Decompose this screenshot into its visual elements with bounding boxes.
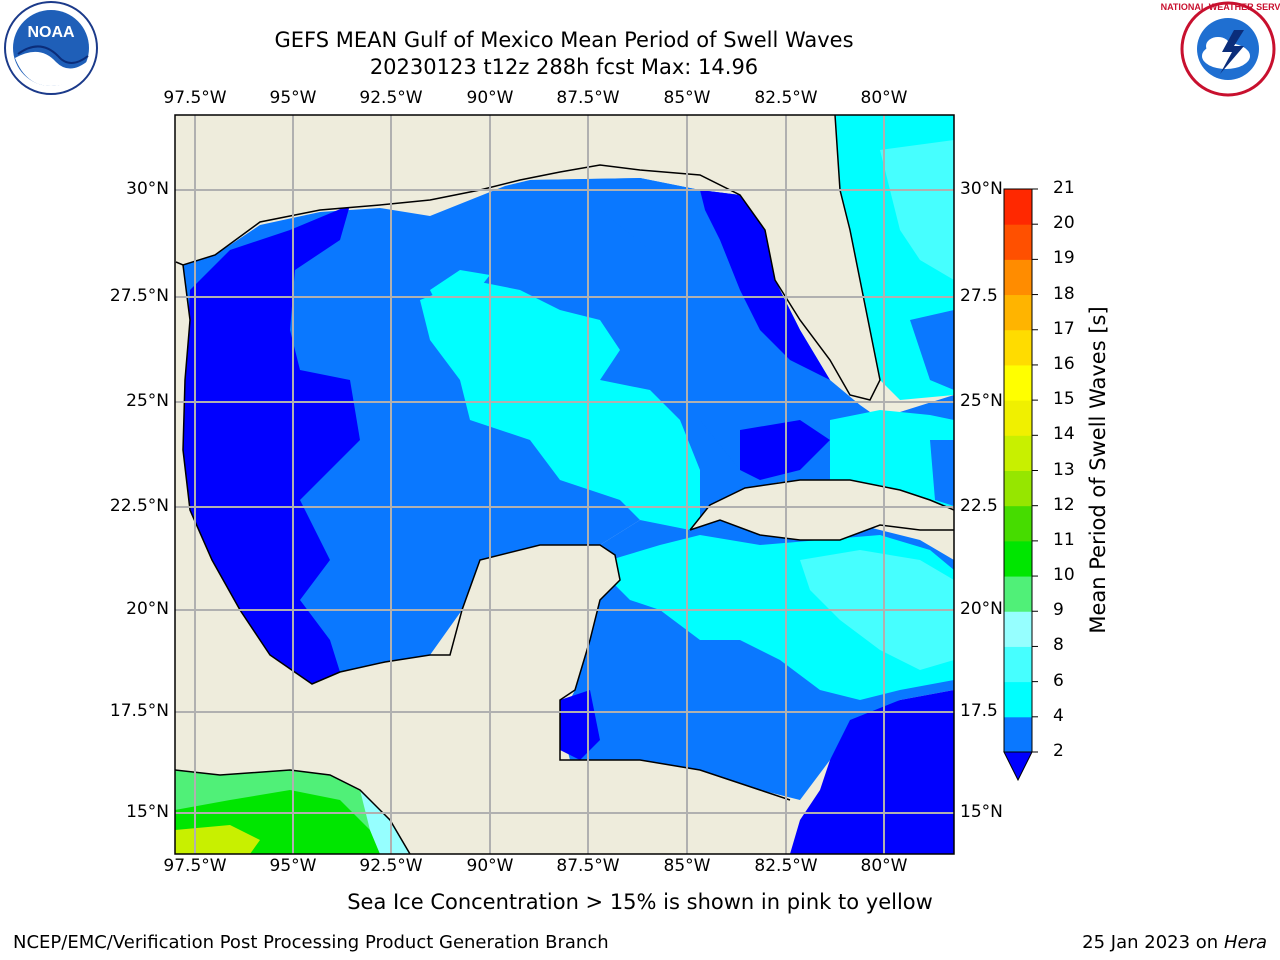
lon-label-top: 82.5°W: [754, 88, 818, 108]
colorbar-bin: [1004, 611, 1032, 647]
lat-label-left: 25°N: [126, 391, 169, 411]
colorbar-tick-label: 8: [1053, 635, 1064, 656]
lon-label-bottom: 82.5°W: [754, 856, 818, 876]
colorbar-bin: [1004, 435, 1032, 471]
lon-label-top: 87.5°W: [556, 88, 620, 108]
lat-label-right: 15°N: [960, 802, 1003, 822]
lon-label-bottom: 85°W: [663, 856, 711, 876]
lat-label-left: 15°N: [126, 802, 169, 822]
lat-label-left: 17.5°N: [109, 701, 169, 721]
noaa-logo-text: NOAA: [27, 24, 75, 41]
colorbar: [1003, 188, 1038, 782]
lat-label-right: 25°N: [960, 391, 1003, 411]
lon-label-top: 80°W: [860, 88, 908, 108]
lat-label-right: 30°N: [960, 179, 1003, 199]
colorbar-tick-label: 17: [1053, 318, 1075, 339]
colorbar-bin: [1004, 505, 1032, 542]
colorbar-tick-label: 21: [1053, 178, 1075, 198]
colorbar-bin: [1004, 259, 1032, 296]
colorbar-label: Mean Period of Swell Waves [s]: [1086, 306, 1110, 634]
colorbar-tick-label: 20: [1053, 213, 1075, 234]
lat-label-left: 30°N: [126, 179, 169, 199]
lon-label-top: 92.5°W: [359, 88, 423, 108]
colorbar-extend-triangle: [1003, 751, 1033, 782]
lat-label-right: 22.5: [960, 496, 998, 516]
yucatan-land: [450, 545, 620, 700]
lat-label-left: 27.5°N: [109, 286, 169, 306]
lon-label-top: 95°W: [269, 88, 317, 108]
colorbar-tick-label: 11: [1053, 529, 1075, 550]
map-frame: [174, 114, 955, 855]
footer-machine: Hera: [1223, 932, 1267, 953]
colorbar-bin: [1004, 470, 1032, 507]
mexico-land: [175, 262, 312, 700]
lon-label-bottom: 95°W: [269, 856, 317, 876]
nws-logo: NATIONAL WEATHER SERVICE: [1161, 1, 1280, 97]
colorbar-tick-label: 14: [1053, 424, 1075, 445]
lon-label-top: 85°W: [663, 88, 711, 108]
lat-label-left: 20°N: [126, 599, 169, 619]
colorbar-tick-label: 15: [1053, 389, 1075, 410]
colorbar-bin: [1004, 576, 1032, 612]
nws-ring-text: NATIONAL WEATHER SERVICE: [1161, 2, 1280, 12]
colorbar-tick-label: 18: [1053, 283, 1075, 304]
colorbar-bin: [1004, 400, 1032, 436]
footer-credit: NCEP/EMC/Verification Post Processing Pr…: [13, 932, 609, 953]
colorbar-bin: [1004, 681, 1032, 718]
lon-label-bottom: 97.5°W: [163, 856, 227, 876]
graticule: [175, 115, 954, 854]
colorbar-bin: [1004, 189, 1032, 225]
lon-label-top: 90°W: [466, 88, 514, 108]
map-subtitle: 20230123 t12z 288h fcst Max: 14.96: [369, 55, 759, 79]
colorbar-tick-label: 9: [1053, 600, 1064, 621]
colorbar-tick-label: 2: [1053, 741, 1064, 761]
colorbar-tick-label: 4: [1053, 705, 1064, 726]
colorbar-tick-label: 10: [1053, 565, 1075, 586]
lat-label-right: 17.5: [960, 701, 998, 721]
lat-label-left: 22.5°N: [109, 496, 169, 516]
colorbar-tick-label: 16: [1053, 353, 1075, 374]
colorbar-bin: [1004, 294, 1032, 331]
lon-label-bottom: 87.5°W: [556, 856, 620, 876]
colorbar-bin: [1004, 224, 1032, 260]
colorbar-tick-label: 19: [1053, 248, 1075, 269]
colorbar-tick-label: 12: [1053, 494, 1075, 515]
colorbar-tick-label: 6: [1053, 670, 1064, 691]
sea-ice-note: Sea Ice Concentration > 15% is shown in …: [347, 890, 933, 914]
cuba-land: [690, 480, 954, 540]
colorbar-bin: [1004, 329, 1032, 366]
colorbar-bin: [1004, 646, 1032, 683]
florida-land: [765, 115, 880, 400]
colorbar-bin: [1004, 540, 1032, 577]
west-gulf-low-period: [183, 205, 360, 684]
noaa-logo: NOAA: [4, 1, 98, 95]
colorbar-tick-label: 13: [1053, 459, 1075, 480]
lon-label-bottom: 92.5°W: [359, 856, 423, 876]
footer-date: 25 Jan 2023 on Hera: [1082, 932, 1267, 953]
colorbar-bin: [1004, 364, 1032, 401]
map-title: GEFS MEAN Gulf of Mexico Mean Period of …: [274, 28, 854, 52]
colorbar-bin: [1004, 716, 1032, 753]
map-area: [175, 115, 954, 854]
us-gulf-coast-land: [175, 115, 765, 262]
lat-label-right: 27.5: [960, 286, 998, 306]
lon-label-bottom: 80°W: [860, 856, 908, 876]
lon-label-top: 97.5°W: [163, 88, 227, 108]
footer-date-text: 25 Jan 2023 on: [1082, 932, 1224, 953]
lon-label-bottom: 90°W: [466, 856, 514, 876]
lat-label-right: 20°N: [960, 599, 1003, 619]
